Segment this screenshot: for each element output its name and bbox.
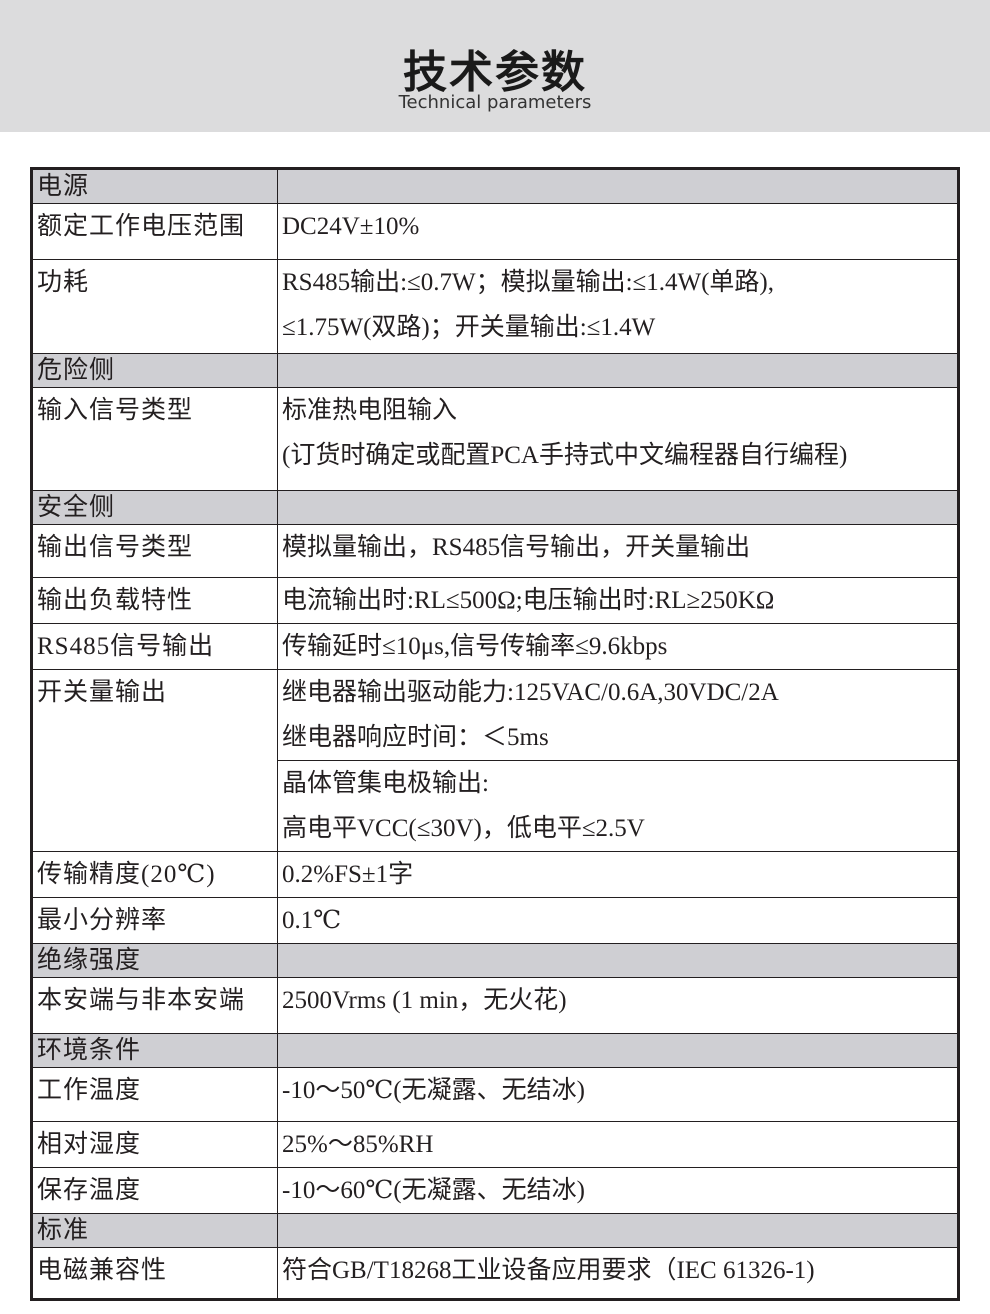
page-title: 技术参数	[403, 47, 587, 98]
spec-value-line: 标准热电阻输入	[282, 397, 458, 424]
spec-value: 25%～85%RH	[277, 1121, 959, 1168]
spec-value-line: RS485输出:≤0.7W；模拟量输出:≤1.4W(单路),	[282, 269, 775, 296]
spec-row: 相对湿度 25%～85%RH	[31, 1121, 959, 1168]
spec-row: 输入信号类型 标准热电阻输入 (订货时确定或配置PCA手持式中文编程器自行编程)	[31, 387, 959, 491]
section-row: 电源	[31, 168, 959, 204]
spec-value-line: 继电器响应时间：＜5ms	[282, 724, 549, 751]
spec-value-line: 0.1℃	[282, 907, 342, 934]
spec-row: 输出负载特性 电流输出时:RL≤500Ω;电压输出时:RL≥250KΩ	[31, 577, 959, 624]
spec-table: 电源 额定工作电压范围 DC24V±10% 功耗 RS485输出:≤0.7W；模拟量输出…	[30, 167, 960, 1301]
spec-value-line: 符合GB/T18268工业设备应用要求（IEC 61326-1)	[282, 1257, 815, 1284]
spec-subrow: 晶体管集电极输出: 高电平VCC(≤30V)，低电平≤2.5V	[32, 760, 959, 852]
spec-row: 开关量输出 继电器输出驱动能力:125VAC/0.6A,30VDC/2A 继电器响应…	[31, 669, 959, 852]
section-row: 安全侧	[31, 490, 959, 525]
spec-value-line: 25%～85%RH	[282, 1131, 434, 1158]
spec-value-line: 传输延时≤10μs,信号传输率≤9.6kbps	[282, 633, 668, 660]
spec-value: 标准热电阻输入 (订货时确定或配置PCA手持式中文编程器自行编程)	[277, 387, 959, 491]
spec-value-line: 继电器输出驱动能力:125VAC/0.6A,30VDC/2A	[282, 679, 779, 706]
section-label: 绝缘强度	[31, 943, 278, 978]
spec-value-line: 0.2%FS±1字	[282, 861, 414, 888]
spec-label: 传输精度(20℃)	[31, 851, 278, 898]
section-label: 安全侧	[31, 490, 278, 525]
section-empty-cell	[277, 490, 959, 525]
section-empty-cell	[277, 943, 959, 978]
spec-value: 继电器输出驱动能力:125VAC/0.6A,30VDC/2A 继电器响应时间：＜5…	[277, 669, 959, 761]
spec-row: 功耗 RS485输出:≤0.7W；模拟量输出:≤1.4W(单路), ≤1.75W(双…	[31, 259, 959, 354]
spec-value: 符合GB/T18268工业设备应用要求（IEC 61326-1)	[277, 1247, 959, 1300]
spec-label: 额定工作电压范围	[31, 203, 278, 260]
section-empty-cell	[277, 1033, 959, 1068]
section-label: 电源	[31, 168, 278, 204]
spec-value: 0.1℃	[277, 897, 959, 944]
spec-value: -10～60℃(无凝露、无结冰)	[277, 1167, 959, 1214]
spec-label: RS485信号输出	[31, 623, 278, 670]
spec-label: 最小分辨率	[31, 897, 278, 944]
spec-label: 本安端与非本安端	[31, 977, 278, 1034]
spec-label: 电磁兼容性	[31, 1247, 278, 1300]
spec-value-line: 模拟量输出，RS485信号输出，开关量输出	[282, 534, 751, 561]
spec-row: 工作温度 -10～50℃(无凝露、无结冰)	[31, 1067, 959, 1122]
section-empty-cell	[277, 1213, 959, 1248]
spec-value-line: -10～60℃(无凝露、无结冰)	[282, 1177, 585, 1204]
spec-value: 模拟量输出，RS485信号输出，开关量输出	[277, 524, 959, 578]
section-row: 绝缘强度	[31, 943, 959, 978]
spec-value-line: (订货时确定或配置PCA手持式中文编程器自行编程)	[282, 442, 848, 469]
page-subtitle: Technical parameters	[398, 92, 592, 113]
spec-value-line: 2500Vrms (1 min，无火花)	[282, 987, 567, 1014]
spec-value-line: 电流输出时:RL≤500Ω;电压输出时:RL≥250KΩ	[282, 587, 775, 614]
spec-row: RS485信号输出 传输延时≤10μs,信号传输率≤9.6kbps	[31, 623, 959, 670]
section-label: 环境条件	[31, 1033, 278, 1068]
spec-value: 0.2%FS±1字	[277, 851, 959, 898]
section-empty-cell	[277, 168, 959, 204]
spec-row: 额定工作电压范围 DC24V±10%	[31, 203, 959, 260]
spec-value-line: ≤1.75W(双路)；开关量输出:≤1.4W	[282, 314, 656, 341]
spec-value-line: 晶体管集电极输出:	[282, 770, 489, 797]
spec-value: 晶体管集电极输出: 高电平VCC(≤30V)，低电平≤2.5V	[277, 760, 959, 852]
section-row: 环境条件	[31, 1033, 959, 1068]
spec-row: 电磁兼容性 符合GB/T18268工业设备应用要求（IEC 61326-1)	[31, 1247, 959, 1300]
spec-value-line: DC24V±10%	[282, 213, 420, 240]
spec-value: 电流输出时:RL≤500Ω;电压输出时:RL≥250KΩ	[277, 577, 959, 624]
section-row: 标准	[31, 1213, 959, 1248]
spec-label: 开关量输出	[31, 669, 278, 852]
section-row: 危险侧	[31, 353, 959, 388]
spec-value: -10～50℃(无凝露、无结冰)	[277, 1067, 959, 1122]
spec-row: 本安端与非本安端 2500Vrms (1 min，无火花)	[31, 977, 959, 1034]
spec-row: 输出信号类型 模拟量输出，RS485信号输出，开关量输出	[31, 524, 959, 578]
header-banner: 技术参数 Technical parameters	[0, 0, 990, 132]
spec-label: 输出信号类型	[31, 524, 278, 578]
spec-label: 保存温度	[31, 1167, 278, 1214]
spec-label: 输入信号类型	[31, 387, 278, 491]
spec-label: 输出负载特性	[31, 577, 278, 624]
spec-value-line: 高电平VCC(≤30V)，低电平≤2.5V	[282, 815, 645, 842]
section-empty-cell	[277, 353, 959, 388]
section-label: 危险侧	[31, 353, 278, 388]
spec-label: 工作温度	[31, 1067, 278, 1122]
spec-label: 功耗	[31, 259, 278, 354]
spec-row: 保存温度 -10～60℃(无凝露、无结冰)	[31, 1167, 959, 1214]
spec-value: RS485输出:≤0.7W；模拟量输出:≤1.4W(单路), ≤1.75W(双路)…	[277, 259, 959, 354]
spec-value: 传输延时≤10μs,信号传输率≤9.6kbps	[277, 623, 959, 670]
spec-label: 相对湿度	[31, 1121, 278, 1168]
spec-row: 最小分辨率 0.1℃	[31, 897, 959, 944]
spec-value: DC24V±10%	[277, 203, 959, 260]
spec-row: 传输精度(20℃) 0.2%FS±1字	[31, 851, 959, 898]
spec-value: 2500Vrms (1 min，无火花)	[277, 977, 959, 1034]
spec-value-line: -10～50℃(无凝露、无结冰)	[282, 1077, 585, 1104]
section-label: 标准	[31, 1213, 278, 1248]
